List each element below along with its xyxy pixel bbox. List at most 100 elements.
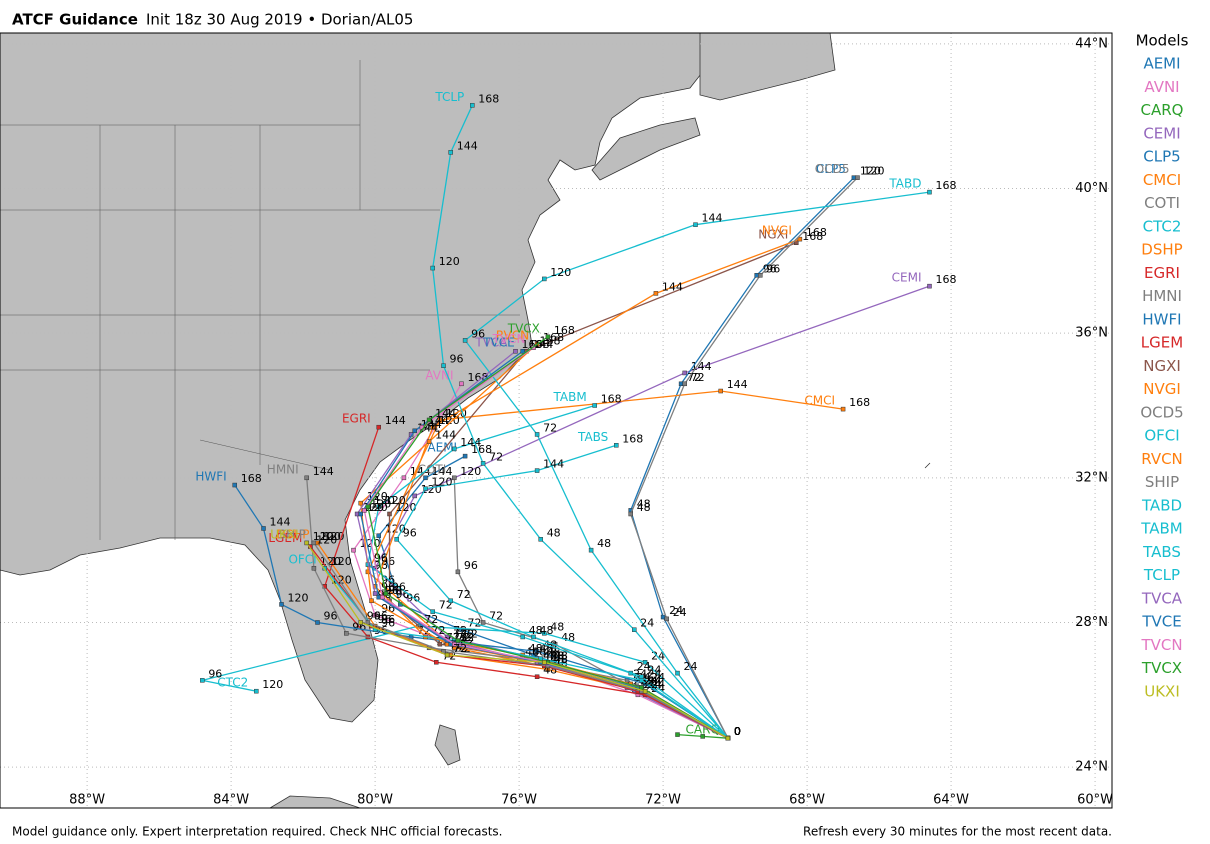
track-point — [700, 734, 705, 739]
hour-label: 96 — [378, 613, 392, 626]
track-point — [675, 670, 680, 676]
track-name: TABD — [888, 177, 921, 191]
track-point — [639, 674, 644, 679]
hour-label: 48 — [554, 649, 568, 662]
hour-label: 144 — [421, 418, 442, 431]
legend-entry: HWFI — [1142, 310, 1181, 328]
hour-label: 48 — [540, 642, 554, 655]
track-point — [426, 417, 432, 423]
track-point — [758, 273, 763, 278]
track-point — [423, 475, 428, 481]
track-point — [531, 634, 536, 640]
track-point — [376, 424, 381, 430]
hour-label: 72 — [457, 588, 471, 601]
track-name: LGEM — [268, 531, 302, 545]
track-line — [202, 625, 729, 739]
hour-label: 168 — [522, 338, 543, 351]
track-point — [344, 631, 349, 636]
legend-entry: CLP5 — [1143, 148, 1180, 166]
hour-label: 120 — [262, 678, 283, 691]
track-point — [480, 620, 486, 625]
hour-label: 0 — [734, 725, 741, 738]
track-point — [358, 511, 363, 517]
hour-label: 72 — [687, 371, 701, 384]
hour-label: 168 — [935, 179, 956, 192]
track-name: SHIP — [278, 527, 305, 541]
track-name: RVCN — [496, 329, 529, 343]
legend-entry: OFCI — [1144, 427, 1179, 445]
x-tick-label: 72°W — [645, 793, 681, 808]
hour-label: 96 — [374, 609, 388, 622]
hour-label: 120 — [331, 555, 352, 568]
track-point — [412, 493, 417, 499]
hour-label: 120 — [860, 165, 881, 178]
y-tick-label: 36°N — [1075, 326, 1108, 341]
legend-entry: TABM — [1140, 520, 1183, 538]
track-point — [358, 620, 363, 625]
legend-entry: AEMI — [1143, 55, 1180, 73]
hour-label: 168 — [554, 324, 575, 337]
legend-entry: EGRI — [1144, 264, 1180, 282]
y-tick-label: 24°N — [1075, 760, 1108, 775]
hour-label: 24 — [644, 675, 658, 688]
track-point — [304, 475, 309, 481]
hour-label: 120 — [863, 165, 884, 178]
hour-label: 0 — [734, 725, 741, 738]
hour-label: 120 — [331, 573, 352, 586]
track-name: HWFI — [195, 470, 226, 484]
track-point — [455, 638, 461, 643]
hour-label: 120 — [370, 497, 391, 510]
track-point — [534, 649, 540, 654]
hour-label: 168 — [806, 226, 827, 239]
hour-label: 96 — [388, 584, 402, 597]
hour-label: 96 — [450, 353, 464, 366]
track-line — [395, 444, 729, 739]
legend-entry: TABD — [1141, 496, 1182, 514]
hour-label: 120 — [439, 255, 460, 268]
track-point — [412, 428, 417, 434]
hour-label: 0 — [734, 725, 741, 738]
track-point — [725, 735, 731, 741]
legend-entry: CARQ — [1141, 101, 1184, 119]
hour-label: 120 — [439, 414, 460, 427]
track-point — [664, 616, 669, 622]
track-name: TVCN — [492, 332, 526, 346]
legend-entry: AVNI — [1144, 78, 1179, 96]
x-tick-label: 88°W — [69, 793, 105, 808]
track-point — [520, 634, 525, 640]
track-point — [311, 565, 317, 571]
track-point — [430, 424, 435, 430]
hour-label: 48 — [547, 649, 561, 662]
track-point — [653, 291, 659, 296]
track-name: AEMI — [427, 441, 457, 455]
hour-label: 0 — [734, 725, 741, 738]
track-line — [367, 404, 729, 739]
hour-label: 24 — [644, 675, 658, 688]
track-point — [542, 660, 547, 665]
hour-label: 0 — [734, 725, 741, 738]
hour-label: 144 — [435, 429, 456, 442]
track-point — [200, 678, 205, 683]
hour-label: 48 — [525, 646, 539, 659]
hour-label: 144 — [460, 436, 481, 449]
track-name: CLP5 — [816, 162, 846, 176]
hour-label: 48 — [543, 649, 557, 662]
hour-label: 96 — [471, 327, 485, 340]
hour-label: 72 — [453, 628, 467, 641]
track-point — [459, 627, 464, 632]
hour-label: 120 — [396, 501, 417, 514]
hour-label: 96 — [385, 584, 399, 597]
track-line — [630, 177, 858, 739]
hour-label: 96 — [381, 617, 395, 630]
track-point — [455, 569, 461, 575]
hour-label: 0 — [734, 725, 741, 738]
hour-label: 0 — [734, 725, 741, 738]
hour-label: 24 — [647, 667, 661, 680]
hour-label: 120 — [385, 494, 406, 507]
hour-label: 24 — [647, 675, 661, 688]
hour-label: 120 — [288, 591, 309, 604]
hour-label: 168 — [849, 396, 870, 409]
hour-label: 48 — [529, 642, 543, 655]
legend-entry: CEMI — [1143, 124, 1180, 142]
track-point — [470, 103, 475, 108]
